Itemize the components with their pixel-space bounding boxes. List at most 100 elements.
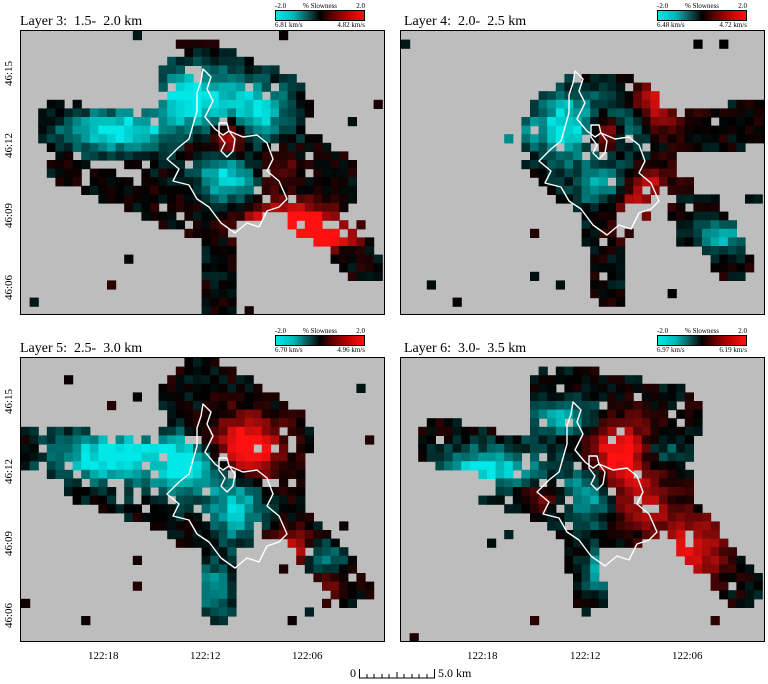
anomaly-cell xyxy=(81,125,91,135)
anomaly-cell xyxy=(279,99,289,109)
anomaly-cell xyxy=(244,211,254,221)
anomaly-cell xyxy=(727,228,737,238)
anomaly-cell xyxy=(210,366,220,376)
anomaly-cell xyxy=(210,581,220,591)
anomaly-cell xyxy=(590,177,600,187)
anomaly-cell xyxy=(261,160,271,170)
anomaly-cell xyxy=(124,478,134,488)
anomaly-cell xyxy=(356,590,366,600)
anomaly-cell xyxy=(210,478,220,488)
anomaly-cell xyxy=(296,530,306,540)
anomaly-cell xyxy=(667,392,677,402)
anomaly-cell xyxy=(330,581,340,591)
anomaly-cell xyxy=(538,409,548,419)
anomaly-cell xyxy=(89,151,99,161)
anomaly-cell xyxy=(89,117,99,127)
anomaly-cell xyxy=(279,469,289,479)
anomaly-cell xyxy=(624,185,634,195)
anomaly-cell xyxy=(598,444,608,454)
anomaly-cell xyxy=(89,185,99,195)
anomaly-cell xyxy=(684,452,694,462)
anomaly-cell xyxy=(590,280,600,290)
anomaly-cell xyxy=(81,160,91,170)
anomaly-cell xyxy=(55,426,65,436)
anomaly-cell xyxy=(710,616,720,626)
anomaly-cell xyxy=(607,108,617,118)
anomaly-cell xyxy=(719,573,729,583)
anomaly-cell xyxy=(107,469,117,479)
anomaly-cell xyxy=(175,151,185,161)
anomaly-cell xyxy=(150,160,160,170)
anomaly-cell xyxy=(98,177,108,187)
anomaly-cell xyxy=(581,237,591,247)
anomaly-cell xyxy=(521,504,531,514)
anomaly-cell xyxy=(175,478,185,488)
anomaly-cell xyxy=(676,194,686,204)
anomaly-cell xyxy=(296,478,306,488)
anomaly-cell xyxy=(98,151,108,161)
anomaly-cell xyxy=(184,461,194,471)
anomaly-cell xyxy=(287,538,297,548)
anomaly-cell xyxy=(762,108,764,118)
anomaly-cell xyxy=(736,581,746,591)
anomaly-cell xyxy=(296,418,306,428)
anomaly-cell xyxy=(98,461,108,471)
anomaly-cell xyxy=(210,91,220,101)
anomaly-cell xyxy=(607,469,617,479)
anomaly-cell xyxy=(330,573,340,583)
anomaly-cell xyxy=(158,521,168,531)
anomaly-cell xyxy=(702,547,712,557)
lat-tick-label: 46:12 xyxy=(3,458,15,484)
anomaly-cell xyxy=(201,271,211,281)
anomaly-cell xyxy=(46,160,56,170)
anomaly-cell xyxy=(607,383,617,393)
anomaly-cell xyxy=(356,220,366,230)
anomaly-cell xyxy=(719,211,729,221)
anomaly-cell xyxy=(641,444,651,454)
anomaly-cell xyxy=(141,469,151,479)
anomaly-cell xyxy=(702,538,712,548)
anomaly-cell xyxy=(607,538,617,548)
anomaly-cell xyxy=(598,74,608,84)
anomaly-cell xyxy=(201,564,211,574)
anomaly-cell xyxy=(598,418,608,428)
anomaly-cell xyxy=(667,426,677,436)
anomaly-cell xyxy=(719,220,729,230)
anomaly-cell xyxy=(581,521,591,531)
anomaly-cell xyxy=(218,375,228,385)
anomaly-cell xyxy=(330,211,340,221)
anomaly-cell xyxy=(296,211,306,221)
anomaly-cell xyxy=(46,125,56,135)
anomaly-cell xyxy=(555,418,565,428)
anomaly-cell xyxy=(547,91,557,101)
anomaly-cell xyxy=(227,125,237,135)
anomaly-cell xyxy=(107,444,117,454)
anomaly-cell xyxy=(616,452,626,462)
anomaly-cell xyxy=(555,117,565,127)
anomaly-cell xyxy=(201,521,211,531)
anomaly-cell xyxy=(702,237,712,247)
anomaly-cell xyxy=(347,564,357,574)
anomaly-cell xyxy=(270,495,280,505)
anomaly-cell xyxy=(141,117,151,127)
anomaly-cell xyxy=(150,504,160,514)
anomaly-cell xyxy=(521,134,531,144)
anomaly-cell xyxy=(641,435,651,445)
anomaly-cell xyxy=(435,461,445,471)
anomaly-cell xyxy=(115,469,125,479)
anomaly-cell xyxy=(150,194,160,204)
anomaly-cell xyxy=(253,134,263,144)
anomaly-cell xyxy=(304,177,314,187)
anomaly-cell xyxy=(745,134,755,144)
lon-tick-label: 122:06 xyxy=(292,650,323,662)
anomaly-cell xyxy=(132,134,142,144)
anomaly-cell xyxy=(193,469,203,479)
anomaly-cell xyxy=(684,211,694,221)
anomaly-cell xyxy=(616,74,626,84)
anomaly-cell xyxy=(46,469,56,479)
anomaly-cell xyxy=(590,478,600,488)
anomaly-cell xyxy=(573,504,583,514)
anomaly-cell xyxy=(719,108,729,118)
anomaly-cell xyxy=(227,74,237,84)
anomaly-cell xyxy=(201,74,211,84)
